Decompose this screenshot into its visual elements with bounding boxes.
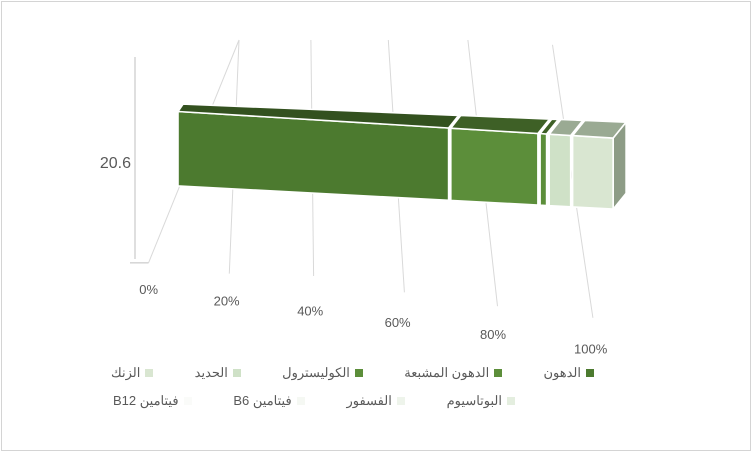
svg-text:80%: 80% xyxy=(480,327,506,342)
svg-text:40%: 40% xyxy=(297,304,323,319)
svg-text:20%: 20% xyxy=(214,294,240,309)
svg-text:100%: 100% xyxy=(574,341,608,356)
svg-text:60%: 60% xyxy=(385,315,411,330)
svg-text:20.6: 20.6 xyxy=(100,155,131,172)
svg-text:0%: 0% xyxy=(139,282,158,297)
